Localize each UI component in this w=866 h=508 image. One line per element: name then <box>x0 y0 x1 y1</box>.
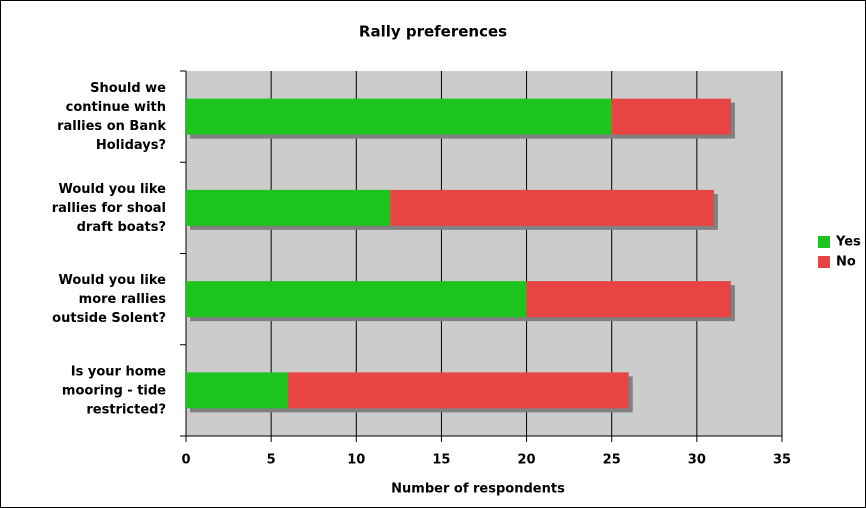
y-tick-label: Would you like rallies for shoal draft boa… <box>52 181 166 234</box>
x-tick-label: 25 <box>603 453 621 468</box>
x-axis-label: Number of respondents <box>391 482 565 497</box>
legend-swatch <box>818 256 830 268</box>
x-tick-label: 35 <box>773 453 791 468</box>
bar <box>526 281 731 318</box>
y-tick-label: Is your home mooring - tide restricted? <box>62 364 166 417</box>
x-tick-label: 0 <box>181 453 190 468</box>
x-tick-label: 15 <box>432 453 450 468</box>
bar <box>186 372 289 409</box>
x-tick-label: 20 <box>518 453 536 468</box>
legend-label: No <box>836 255 856 270</box>
y-tick-label: Should we continue with rallies on Bank Hol… <box>57 81 166 153</box>
bar <box>288 372 629 409</box>
legend-swatch <box>818 236 830 248</box>
bar <box>186 189 391 226</box>
bar <box>390 189 714 226</box>
x-tick-label: 5 <box>267 453 276 468</box>
x-tick-label: 10 <box>347 453 365 468</box>
chart-title: Rally preferences <box>359 23 507 41</box>
x-tick-label: 30 <box>688 453 706 468</box>
bar <box>186 281 527 318</box>
legend-label: Yes <box>835 235 861 250</box>
y-tick-label: Would you like more rallies outside Solent… <box>52 273 166 326</box>
bar <box>186 98 612 135</box>
bar <box>611 98 731 135</box>
